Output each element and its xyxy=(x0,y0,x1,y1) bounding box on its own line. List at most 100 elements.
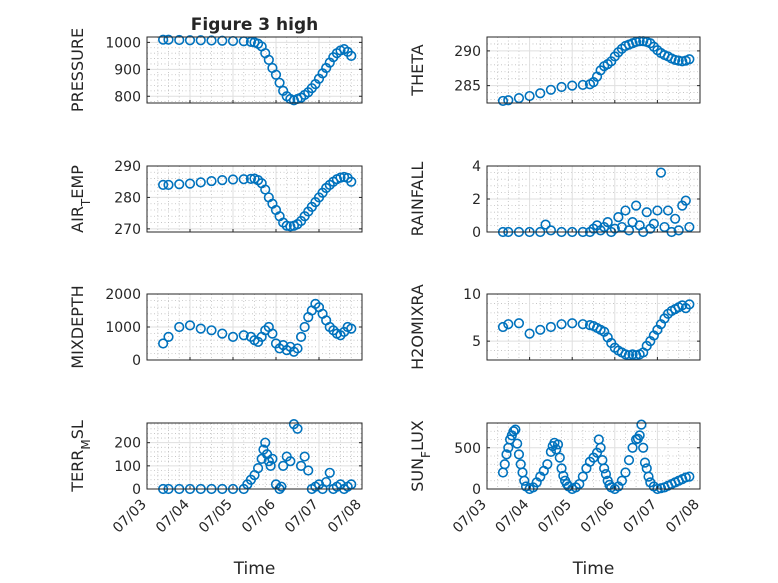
data-point xyxy=(346,50,357,61)
series-markers xyxy=(158,34,357,106)
data-point xyxy=(652,205,663,216)
y-tick-label: 290 xyxy=(114,159,141,175)
data-point xyxy=(346,323,357,334)
y-tick-label: 2000 xyxy=(105,287,141,303)
data-point xyxy=(639,457,651,468)
data-point xyxy=(577,319,588,330)
y-tick-label: 500 xyxy=(454,441,481,457)
data-point xyxy=(659,221,670,233)
data-point xyxy=(512,438,523,449)
data-point xyxy=(217,35,228,46)
y-tick-label: 285 xyxy=(454,79,481,95)
x-axis-label: Time xyxy=(572,559,615,579)
data-point xyxy=(600,469,612,480)
data-point xyxy=(630,200,642,211)
data-point xyxy=(158,338,169,349)
data-point xyxy=(324,467,335,478)
y-tick-label: 0 xyxy=(472,225,481,241)
axes-frame xyxy=(486,422,701,490)
data-point xyxy=(497,321,509,333)
data-point xyxy=(545,321,557,333)
data-point xyxy=(292,343,303,354)
data-point xyxy=(620,467,631,478)
subplot-5: 0 1000 2000 MIXDEPTH xyxy=(68,285,363,369)
data-point xyxy=(508,426,519,437)
data-point xyxy=(158,34,169,45)
data-point xyxy=(245,36,257,47)
data-point xyxy=(620,205,631,216)
data-point xyxy=(163,331,174,343)
data-point xyxy=(276,481,287,492)
subplot-2: 285 290 THETA xyxy=(408,36,701,107)
y-axis-label: TERRMSL xyxy=(68,420,93,493)
data-point xyxy=(673,225,684,236)
data-point xyxy=(577,79,588,91)
data-point xyxy=(613,212,624,223)
data-point xyxy=(499,459,510,470)
data-point xyxy=(609,223,620,234)
data-point xyxy=(174,321,185,333)
data-point xyxy=(299,451,310,462)
axes-frame xyxy=(146,165,363,233)
y-axis-label: MIXDEPTH xyxy=(68,285,87,368)
data-point xyxy=(684,299,695,310)
data-point xyxy=(299,321,310,333)
data-point xyxy=(567,80,578,91)
data-point xyxy=(655,167,667,178)
data-point xyxy=(556,319,567,330)
chart-title: Figure 3 high xyxy=(191,15,319,35)
axes-frame xyxy=(486,293,701,361)
data-point xyxy=(684,471,695,482)
series-markers xyxy=(497,419,695,495)
data-point xyxy=(501,449,512,460)
data-point xyxy=(274,77,285,88)
data-point xyxy=(206,175,217,187)
y-tick-label: 200 xyxy=(114,436,141,452)
data-point xyxy=(641,207,652,218)
data-point xyxy=(163,179,174,190)
y-tick-label: 4 xyxy=(472,159,481,175)
data-point xyxy=(163,34,174,45)
data-point xyxy=(545,84,557,95)
data-point xyxy=(346,176,357,187)
data-point xyxy=(184,35,196,46)
subplot-3: 270 280 290 AIRTEMP xyxy=(68,159,363,238)
data-point xyxy=(545,446,557,457)
series-markers xyxy=(158,171,357,232)
data-point xyxy=(295,331,307,343)
data-point xyxy=(238,330,249,341)
data-point xyxy=(206,325,217,336)
axes-frame xyxy=(146,36,363,104)
data-point xyxy=(513,93,525,104)
y-tick-label: 100 xyxy=(114,459,141,475)
series-markers xyxy=(497,36,695,107)
axes-frame xyxy=(146,422,363,490)
data-point xyxy=(684,221,695,233)
data-point xyxy=(252,463,264,474)
y-tick-label: 800 xyxy=(114,89,141,105)
data-point xyxy=(260,437,271,448)
data-point xyxy=(270,69,282,80)
series-markers xyxy=(497,299,695,361)
data-point xyxy=(545,225,557,236)
subplot-1: 800 900 1000 PRESSURE Figure 3 high xyxy=(68,15,363,112)
data-point xyxy=(227,331,239,343)
series-markers xyxy=(158,298,357,357)
data-point xyxy=(174,34,185,46)
data-point xyxy=(684,54,695,65)
data-point xyxy=(540,219,551,230)
data-point xyxy=(195,323,206,334)
data-point xyxy=(281,220,292,231)
data-point xyxy=(519,475,530,486)
data-point xyxy=(558,470,569,481)
data-point xyxy=(295,460,307,471)
data-point xyxy=(670,213,681,224)
data-point xyxy=(238,174,249,185)
data-point xyxy=(245,173,257,184)
data-point xyxy=(556,81,567,93)
data-point xyxy=(513,449,525,460)
y-tick-label: 10 xyxy=(463,287,481,303)
data-point xyxy=(158,179,169,190)
